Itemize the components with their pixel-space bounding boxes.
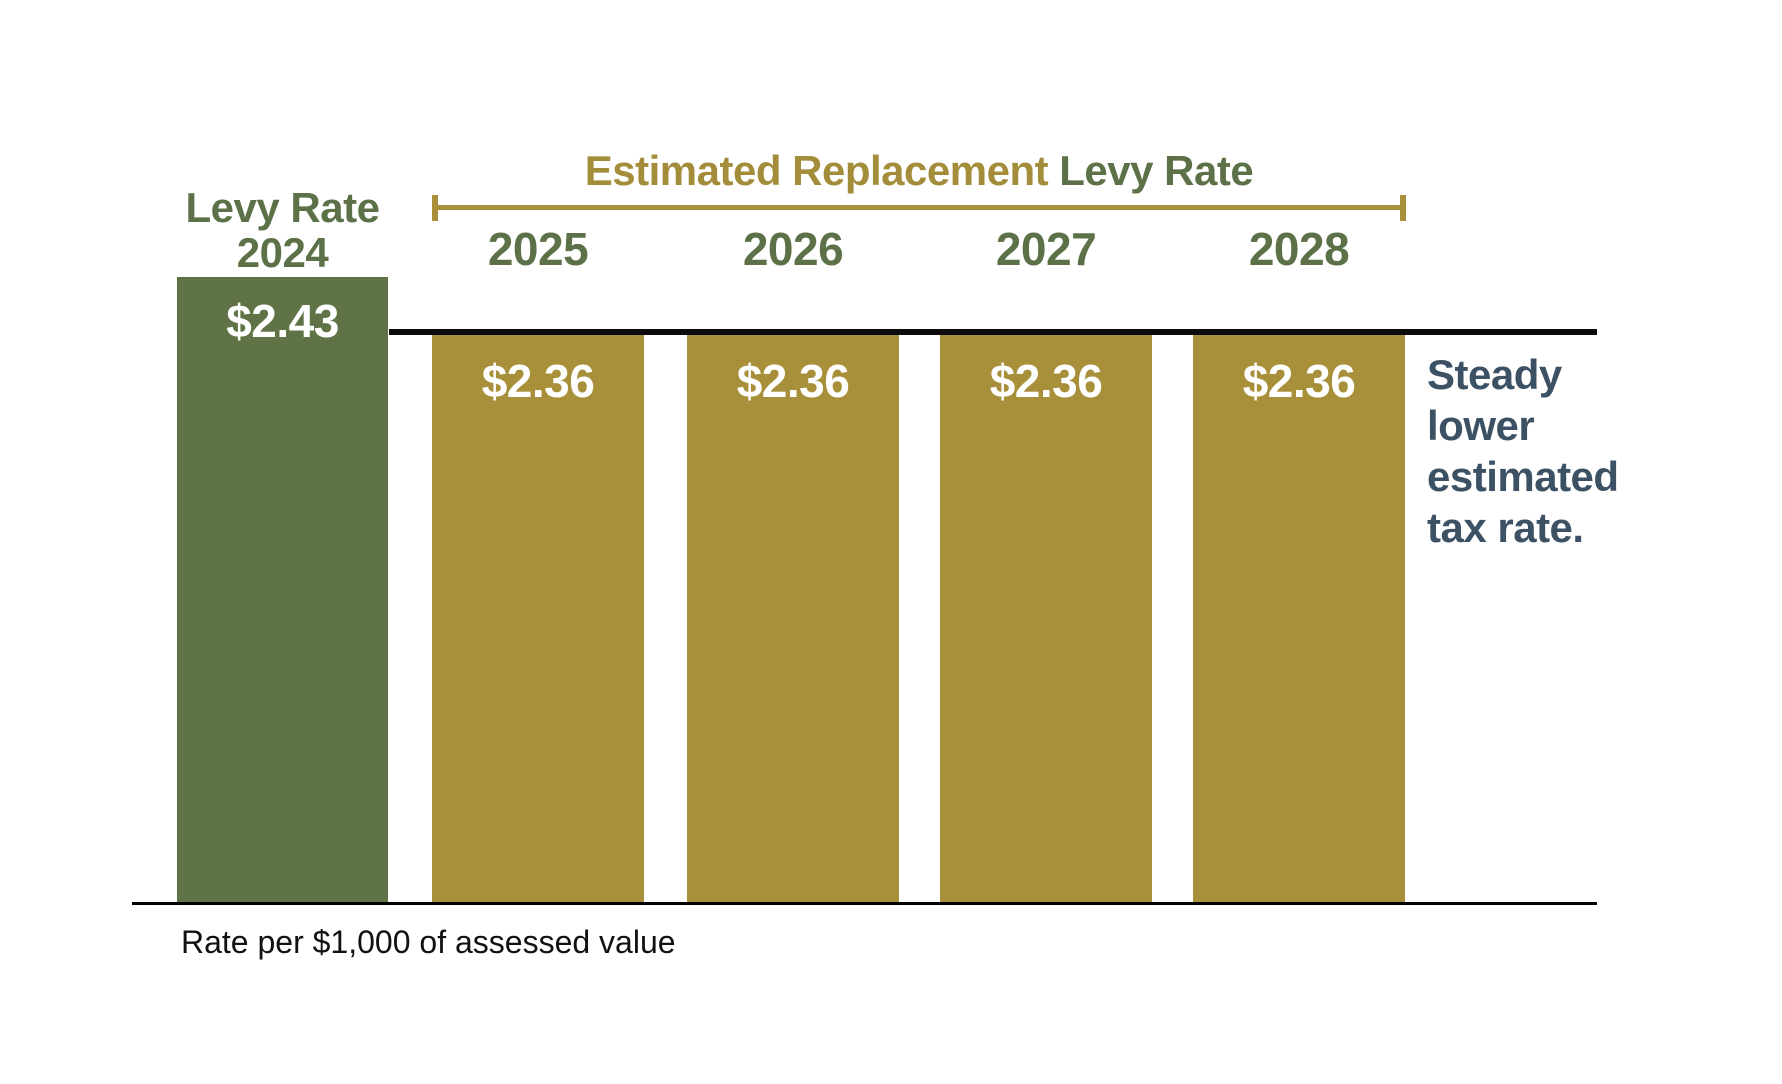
column-label-2027: 2027 bbox=[995, 223, 1097, 275]
annotation-line-4: tax rate. bbox=[1427, 504, 1584, 551]
chart-title-segment-gold: Estimated Replacement bbox=[584, 147, 1049, 194]
bar-2028-value-label: $2.36 bbox=[1242, 355, 1356, 407]
column-label-2024-line1: Levy Rate bbox=[185, 184, 380, 231]
annotation-line-2: lower bbox=[1427, 402, 1535, 449]
year-range-bracket-tick-left bbox=[432, 195, 438, 221]
current-rate-reference-line bbox=[389, 329, 1597, 335]
bar-2027-value-label: $2.36 bbox=[989, 355, 1103, 407]
chart-title: Estimated Replacement Levy Rate bbox=[412, 147, 1426, 195]
column-label-2028: 2028 bbox=[1248, 223, 1350, 275]
annotation-line-3: estimated bbox=[1427, 453, 1619, 500]
chart-title-segment-green: Levy Rate bbox=[1059, 147, 1254, 194]
year-range-bracket-tick-right bbox=[1400, 195, 1406, 221]
bar-2024-value-label: $2.43 bbox=[226, 295, 339, 347]
annotation-steady-lower-rate: Steady lower estimated tax rate. bbox=[1427, 349, 1757, 553]
bar-2026: $2.36 bbox=[687, 335, 899, 903]
bar-2027: $2.36 bbox=[940, 335, 1152, 903]
column-label-2024-line2: 2024 bbox=[236, 229, 329, 276]
column-label-2024: Levy Rate 2024 bbox=[167, 185, 398, 275]
column-label-2025: 2025 bbox=[487, 223, 589, 275]
axis-footnote: Rate per $1,000 of assessed value bbox=[181, 924, 676, 960]
bar-2025: $2.36 bbox=[432, 335, 644, 903]
column-label-2026: 2026 bbox=[742, 223, 844, 275]
year-range-bracket-line bbox=[432, 205, 1406, 210]
x-axis-baseline bbox=[132, 902, 1597, 905]
bar-2025-value-label: $2.36 bbox=[481, 355, 595, 407]
bar-2028: $2.36 bbox=[1193, 335, 1405, 903]
chart-title-space bbox=[1048, 147, 1059, 194]
bar-2026-value-label: $2.36 bbox=[736, 355, 850, 407]
bar-2024: $2.43 bbox=[177, 277, 388, 903]
annotation-line-1: Steady bbox=[1427, 351, 1562, 398]
